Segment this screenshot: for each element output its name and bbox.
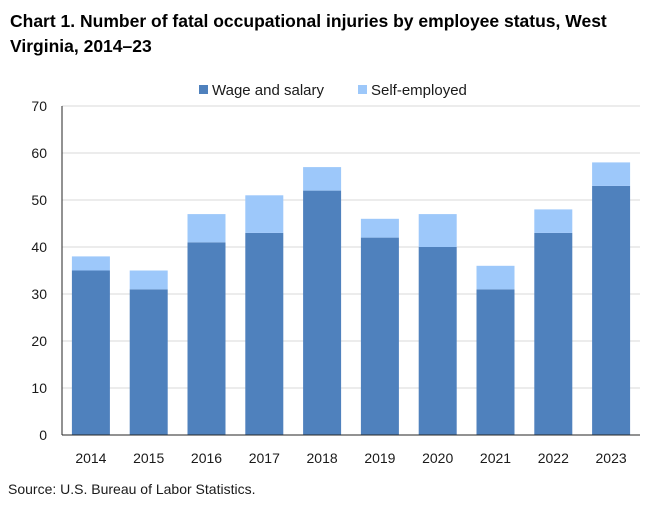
bar-wage-and-salary-2014 <box>71 270 110 435</box>
bar-self-employed-2019 <box>360 218 399 238</box>
x-tick-label-2018: 2018 <box>307 450 338 466</box>
y-tick-label-50: 50 <box>31 192 47 208</box>
y-axis-tick-labels: 0 10 20 30 40 50 60 70 <box>31 98 47 443</box>
bar-wage-and-salary-2021 <box>476 289 515 435</box>
x-tick-label-2015: 2015 <box>133 450 164 466</box>
bar-self-employed-2020 <box>418 214 457 247</box>
x-tick-label-2017: 2017 <box>249 450 280 466</box>
bar-wage-and-salary-2019 <box>360 237 399 435</box>
y-tick-label-60: 60 <box>31 145 47 161</box>
x-tick-label-2022: 2022 <box>538 450 569 466</box>
bar-self-employed-2016 <box>187 214 226 243</box>
source-note: Source: U.S. Bureau of Labor Statistics. <box>8 481 256 497</box>
bar-self-employed-2023 <box>592 162 631 186</box>
axes <box>61 106 640 436</box>
y-tick-label-70: 70 <box>31 98 47 114</box>
bar-wage-and-salary-2015 <box>129 289 168 435</box>
bar-self-employed-2014 <box>71 256 110 271</box>
x-axis-tick-labels: 2014 2015 2016 2017 2018 2019 2020 2021 2022 2023 <box>75 450 627 466</box>
chart-title: Chart 1. Number of fatal occupational in… <box>10 11 607 56</box>
x-tick-label-2016: 2016 <box>191 450 222 466</box>
x-tick-label-2021: 2021 <box>480 450 511 466</box>
x-tick-label-2023: 2023 <box>596 450 627 466</box>
bar-wage-and-salary-2020 <box>418 247 457 435</box>
bar-wage-and-salary-2018 <box>303 190 342 435</box>
bar-self-employed-2017 <box>245 195 284 233</box>
legend-label-wage-and-salary: Wage and salary <box>212 82 325 99</box>
bar-self-employed-2018 <box>303 167 342 191</box>
y-tick-label-10: 10 <box>31 380 47 396</box>
y-tick-label-0: 0 <box>39 427 47 443</box>
bar-self-employed-2022 <box>534 209 573 233</box>
y-tick-label-30: 30 <box>31 286 47 302</box>
y-tick-label-20: 20 <box>31 333 47 349</box>
legend-swatch-wage-and-salary <box>199 85 208 94</box>
bar-wage-and-salary-2022 <box>534 232 573 435</box>
bar-wage-and-salary-2023 <box>592 185 631 435</box>
legend-label-self-employed: Self-employed <box>371 82 467 99</box>
x-tick-label-2014: 2014 <box>75 450 106 466</box>
x-tick-label-2020: 2020 <box>422 450 453 466</box>
bar-self-employed-2021 <box>476 265 515 290</box>
x-tick-label-2019: 2019 <box>364 450 395 466</box>
bar-wage-and-salary-2017 <box>245 232 284 435</box>
bars <box>71 162 631 435</box>
chart-legend: Wage and salary Self-employed <box>199 82 467 99</box>
bar-wage-and-salary-2016 <box>187 242 226 435</box>
y-tick-label-40: 40 <box>31 239 47 255</box>
legend-swatch-self-employed <box>358 85 367 94</box>
bar-self-employed-2015 <box>129 270 168 290</box>
